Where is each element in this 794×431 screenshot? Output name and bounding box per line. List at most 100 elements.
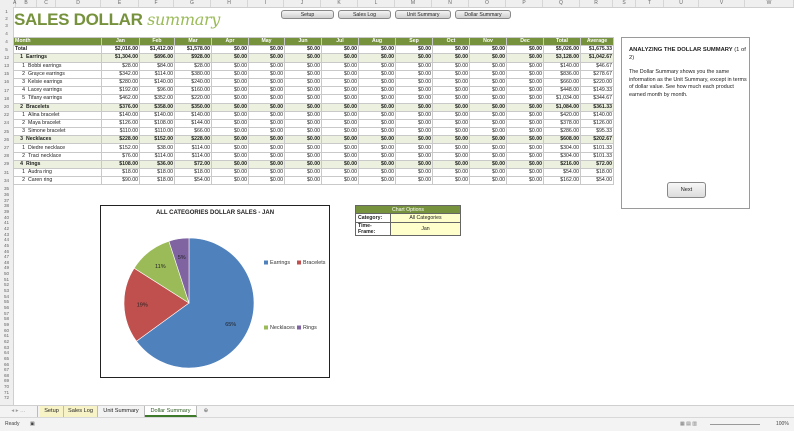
value-cell[interactable]: $114.00 xyxy=(174,143,212,153)
value-cell[interactable]: $0.00 xyxy=(395,176,433,186)
row-label[interactable]: 1 Diedre necklace xyxy=(13,143,102,153)
row-label[interactable]: 4 Rings xyxy=(13,159,102,170)
value-cell[interactable]: $350.00 xyxy=(174,102,212,112)
value-cell[interactable]: $0.00 xyxy=(469,110,507,120)
value-cell[interactable]: $0.00 xyxy=(211,127,249,137)
value-cell[interactable]: $0.00 xyxy=(469,176,507,186)
column-header-cell[interactable]: Dec xyxy=(506,36,544,47)
value-cell[interactable]: $0.00 xyxy=(211,118,249,129)
row-number[interactable]: 43 xyxy=(3,231,10,237)
value-cell[interactable]: $0.00 xyxy=(248,127,285,137)
value-cell[interactable]: $0.00 xyxy=(432,69,470,79)
value-cell[interactable]: $0.00 xyxy=(321,94,359,104)
value-cell[interactable]: $0.00 xyxy=(469,69,507,79)
pie-slice-rings[interactable] xyxy=(168,237,190,304)
row-label[interactable]: 2 Grayce earrings xyxy=(13,69,102,79)
value-cell[interactable]: $140.00 xyxy=(580,110,614,120)
column-header-cell[interactable]: Feb xyxy=(139,36,175,47)
value-cell[interactable]: $0.00 xyxy=(469,61,507,71)
value-cell[interactable]: $54.00 xyxy=(580,176,614,186)
row-number[interactable]: 54 xyxy=(3,293,10,299)
value-cell[interactable]: $140.00 xyxy=(139,77,175,88)
column-header[interactable]: T xyxy=(636,0,664,7)
column-header[interactable]: B xyxy=(16,0,37,7)
value-cell[interactable]: $54.00 xyxy=(174,176,212,186)
value-cell[interactable]: $0.00 xyxy=(432,118,470,129)
next-button[interactable]: Next xyxy=(667,182,706,198)
row-number[interactable]: 3 xyxy=(5,23,8,29)
value-cell[interactable]: $0.00 xyxy=(284,69,322,79)
column-header[interactable]: K xyxy=(321,0,358,7)
value-cell[interactable]: $0.00 xyxy=(358,176,396,186)
value-cell[interactable]: $358.00 xyxy=(139,102,175,112)
row-number[interactable]: 41 xyxy=(3,220,10,226)
row-number[interactable]: 27 xyxy=(3,144,10,150)
value-cell[interactable]: $0.00 xyxy=(321,167,359,178)
value-cell[interactable]: $216.00 xyxy=(543,159,581,170)
value-cell[interactable]: $0.00 xyxy=(432,61,470,71)
value-cell[interactable]: $0.00 xyxy=(395,135,433,145)
value-cell[interactable]: $18.00 xyxy=(580,167,614,178)
value-cell[interactable]: $0.00 xyxy=(506,135,544,145)
value-cell[interactable]: $0.00 xyxy=(321,53,359,63)
row-number[interactable]: 4 xyxy=(5,38,8,44)
value-cell[interactable]: $95.33 xyxy=(580,127,614,137)
value-cell[interactable]: $0.00 xyxy=(248,69,285,79)
row-number[interactable]: 15 xyxy=(3,71,10,77)
value-cell[interactable]: $101.33 xyxy=(580,151,614,161)
value-cell[interactable]: $896.00 xyxy=(139,53,175,63)
value-cell[interactable]: $0.00 xyxy=(469,127,507,137)
value-cell[interactable]: $378.00 xyxy=(543,118,581,129)
value-cell[interactable]: $0.00 xyxy=(469,45,507,55)
value-cell[interactable]: $0.00 xyxy=(432,45,470,55)
row-number[interactable]: 56 xyxy=(3,305,10,311)
value-cell[interactable]: $0.00 xyxy=(506,45,544,55)
value-cell[interactable]: $286.00 xyxy=(543,127,581,137)
value-cell[interactable]: $0.00 xyxy=(432,143,470,153)
value-cell[interactable]: $0.00 xyxy=(469,135,507,145)
zoom-slider[interactable] xyxy=(710,424,760,425)
value-cell[interactable]: $160.00 xyxy=(174,86,212,96)
row-label[interactable]: 2 Caren ring xyxy=(13,176,102,186)
pie-slice-bracelets[interactable] xyxy=(123,267,190,342)
value-cell[interactable]: $0.00 xyxy=(248,151,285,161)
column-header-cell[interactable]: Average xyxy=(580,36,614,47)
row-number[interactable]: 26 xyxy=(3,136,10,142)
value-cell[interactable]: $0.00 xyxy=(211,176,249,186)
value-cell[interactable]: $0.00 xyxy=(506,159,544,170)
value-cell[interactable]: $0.00 xyxy=(358,86,396,96)
row-number[interactable]: 4 xyxy=(5,30,8,36)
row-number[interactable]: 55 xyxy=(3,299,10,305)
value-cell[interactable]: $0.00 xyxy=(469,102,507,112)
value-cell[interactable]: $28.00 xyxy=(174,61,212,71)
column-header[interactable]: P xyxy=(506,0,543,7)
value-cell[interactable]: $0.00 xyxy=(506,69,544,79)
value-cell[interactable]: $108.00 xyxy=(139,118,175,129)
value-cell[interactable]: $0.00 xyxy=(506,127,544,137)
value-cell[interactable]: $0.00 xyxy=(358,102,396,112)
value-cell[interactable]: $0.00 xyxy=(248,61,285,71)
value-cell[interactable]: $0.00 xyxy=(211,61,249,71)
value-cell[interactable]: $0.00 xyxy=(395,159,433,170)
row-number[interactable]: 13 xyxy=(3,63,10,69)
row-number[interactable]: 48 xyxy=(3,259,10,265)
pie-slice-earrings[interactable] xyxy=(135,237,255,369)
column-header[interactable]: H xyxy=(211,0,248,7)
value-cell[interactable]: $0.00 xyxy=(358,53,396,63)
value-cell[interactable]: $0.00 xyxy=(506,102,544,112)
value-cell[interactable]: $0.00 xyxy=(506,94,544,104)
value-cell[interactable]: $0.00 xyxy=(248,86,285,96)
value-cell[interactable]: $0.00 xyxy=(358,143,396,153)
value-cell[interactable]: $0.00 xyxy=(248,102,285,112)
column-header-cell[interactable]: Nov xyxy=(469,36,507,47)
tab-dollar-summary[interactable]: Dollar Summary xyxy=(145,406,197,417)
row-label[interactable]: 3 Necklaces xyxy=(13,135,102,145)
column-header[interactable]: N xyxy=(432,0,469,7)
value-cell[interactable]: $380.00 xyxy=(174,69,212,79)
value-cell[interactable]: $152.00 xyxy=(101,143,140,153)
value-cell[interactable]: $0.00 xyxy=(395,118,433,129)
row-number[interactable]: 35 xyxy=(3,186,10,192)
value-cell[interactable]: $0.00 xyxy=(469,77,507,88)
value-cell[interactable]: $0.00 xyxy=(358,45,396,55)
row-number[interactable]: 12 xyxy=(3,54,10,60)
